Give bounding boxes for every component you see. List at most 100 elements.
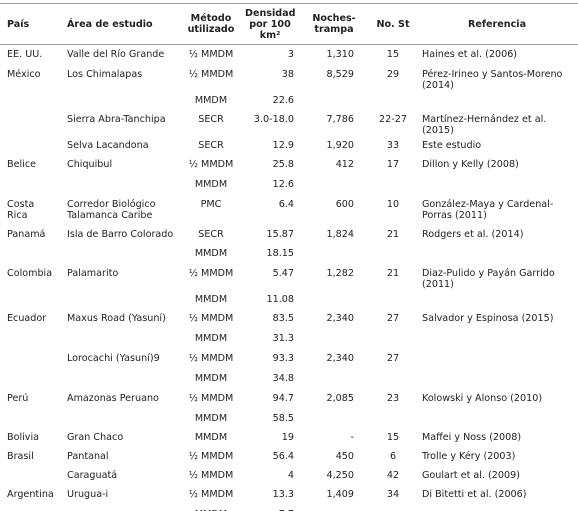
table-cell [60, 290, 180, 309]
table-cell: ½ MMDM [188, 450, 234, 462]
table-cell [60, 369, 180, 389]
table-cell: 58.5 [272, 412, 294, 424]
table-cell: Trolle y Kéry (2003) [422, 450, 516, 462]
table-row: MMDM 18.15 [0, 244, 578, 264]
table-cell [416, 409, 578, 428]
table-cell: 5.47 [272, 267, 294, 279]
table-cell: - [350, 431, 354, 443]
table-cell: 600 [335, 198, 354, 210]
table-cell: 19 [281, 431, 294, 443]
table-cell: Maffei y Noss (2008) [422, 431, 522, 443]
table-cell: ½ MMDM [188, 267, 234, 279]
table-cell: ½ MMDM [188, 68, 234, 80]
table-cell: 15 [386, 431, 400, 443]
table-cell [370, 175, 416, 195]
header-cell: Área de estudio [60, 3, 180, 45]
table-cell: 22.6 [272, 94, 294, 106]
table-cell: 15 [386, 49, 400, 60]
table-cell [0, 466, 60, 485]
table-cell: 29 [386, 68, 400, 80]
table-cell: 56.4 [272, 450, 294, 462]
table-cell: Maxus Road (Yasuní) [67, 312, 166, 324]
table-row: Ecuador Maxus Road (Yasuní) ½ MMDM 83.5 2,34… [0, 309, 578, 329]
table-cell: Panamá [7, 228, 46, 240]
table-row: EE. UU. Valle del Río Grande ½ MMDM 3 1,310 1… [0, 45, 578, 65]
header-cell: Referencia [416, 3, 578, 45]
table-cell: ½ MMDM [188, 312, 234, 324]
table-cell: 18.15 [266, 247, 294, 259]
table-cell: Goulart et al. (2009) [422, 469, 520, 481]
table-cell: 11.08 [266, 293, 294, 305]
table-cell [416, 244, 578, 264]
table-row: MMDM 11.08 [0, 290, 578, 309]
table-cell: González-Maya y Cardenal-Porras (2011) [422, 198, 554, 221]
table-cell: Bolivia [7, 431, 40, 443]
table-cell: 1,920 [326, 139, 354, 151]
table-row: Belice Chiquibul ½ MMDM 25.8 412 17 Dillon y K… [0, 155, 578, 175]
table-cell [298, 175, 370, 195]
table-row: Perú Amazonas Peruano ½ MMDM 94.7 2,085 23 Kol… [0, 389, 578, 409]
table-cell [60, 504, 180, 511]
table-cell: ½ MMDM [188, 352, 234, 364]
table-cell: 6 [389, 450, 397, 462]
table-cell: 22-27 [379, 113, 407, 125]
table-row: Lorocachi (Yasuní)9 ½ MMDM 93.3 2,340 27 [0, 349, 578, 369]
table-cell: ½ MMDM [188, 49, 234, 60]
table-cell [0, 175, 60, 195]
table-row: Bolivia Gran Chaco MMDM 19 - 15 Maffei y Noss … [0, 428, 578, 447]
table-cell: Los Chimalapas [67, 68, 143, 80]
table-cell [60, 409, 180, 428]
table-cell [370, 369, 416, 389]
header-cell: Densidad por 100 km² [242, 3, 298, 45]
header-cell: País [0, 3, 60, 45]
table-cell: 21 [386, 228, 400, 240]
table-cell: 2,340 [326, 312, 354, 324]
table-cell: Costa Rica [7, 198, 35, 221]
table-row: Caraguatá ½ MMDM 4 4,250 42 Goulart et al. (2… [0, 466, 578, 485]
table-cell: 10 [386, 198, 400, 210]
table-cell: 34.8 [272, 372, 294, 384]
table-cell [416, 175, 578, 195]
table-cell [370, 244, 416, 264]
table-cell [0, 504, 60, 511]
table-row: MMDM 31.3 [0, 329, 578, 349]
table-cell: MMDM [194, 412, 228, 424]
table-cell: 7,786 [326, 113, 354, 125]
table-cell: SECR [198, 113, 224, 125]
table-cell: SECR [198, 139, 224, 151]
table-cell [298, 409, 370, 428]
table-cell: Pantanal [67, 450, 109, 462]
table-cell: Palamarito [67, 267, 119, 279]
table-cell: Haines et al. (2006) [422, 49, 518, 60]
table-cell: 3 [287, 49, 294, 60]
table-cell: 38 [281, 68, 294, 80]
table-cell: México [7, 68, 41, 80]
table-cell: MMDM [194, 332, 228, 344]
table-cell: 17 [386, 158, 400, 170]
table-cell: Argentina [7, 488, 54, 500]
header-cell: Método utilizado [180, 3, 242, 45]
table-row: Colombia Palamarito ½ MMDM 5.47 1,282 21 Diaz-… [0, 264, 578, 290]
table-cell: 31.3 [272, 332, 294, 344]
table-cell: Selva Lacandona [67, 139, 149, 151]
table-cell: Salvador y Espinosa (2015) [422, 312, 554, 324]
table-cell: 1,282 [326, 267, 354, 279]
table-cell: MMDM [194, 431, 228, 443]
table-cell: ½ MMDM [188, 469, 234, 481]
table-cell [416, 349, 578, 369]
table-cell [416, 369, 578, 389]
table-cell: Ecuador [7, 312, 47, 324]
table-cell: Chiquibul [67, 158, 113, 170]
table-cell: Valle del Río Grande [67, 49, 165, 60]
table-cell [370, 290, 416, 309]
table-cell: Belice [7, 158, 36, 170]
table-cell: ½ MMDM [188, 488, 234, 500]
table-cell: SECR [198, 228, 224, 240]
table-cell [0, 290, 60, 309]
table-cell: Caraguatá [67, 469, 118, 481]
table-cell: EE. UU. [7, 49, 43, 60]
header-cell: Noches-trampa [298, 3, 370, 45]
table-cell: Este estudio [422, 139, 482, 151]
table-cell: 94.7 [272, 392, 294, 404]
table-cell: 83.5 [272, 312, 294, 324]
